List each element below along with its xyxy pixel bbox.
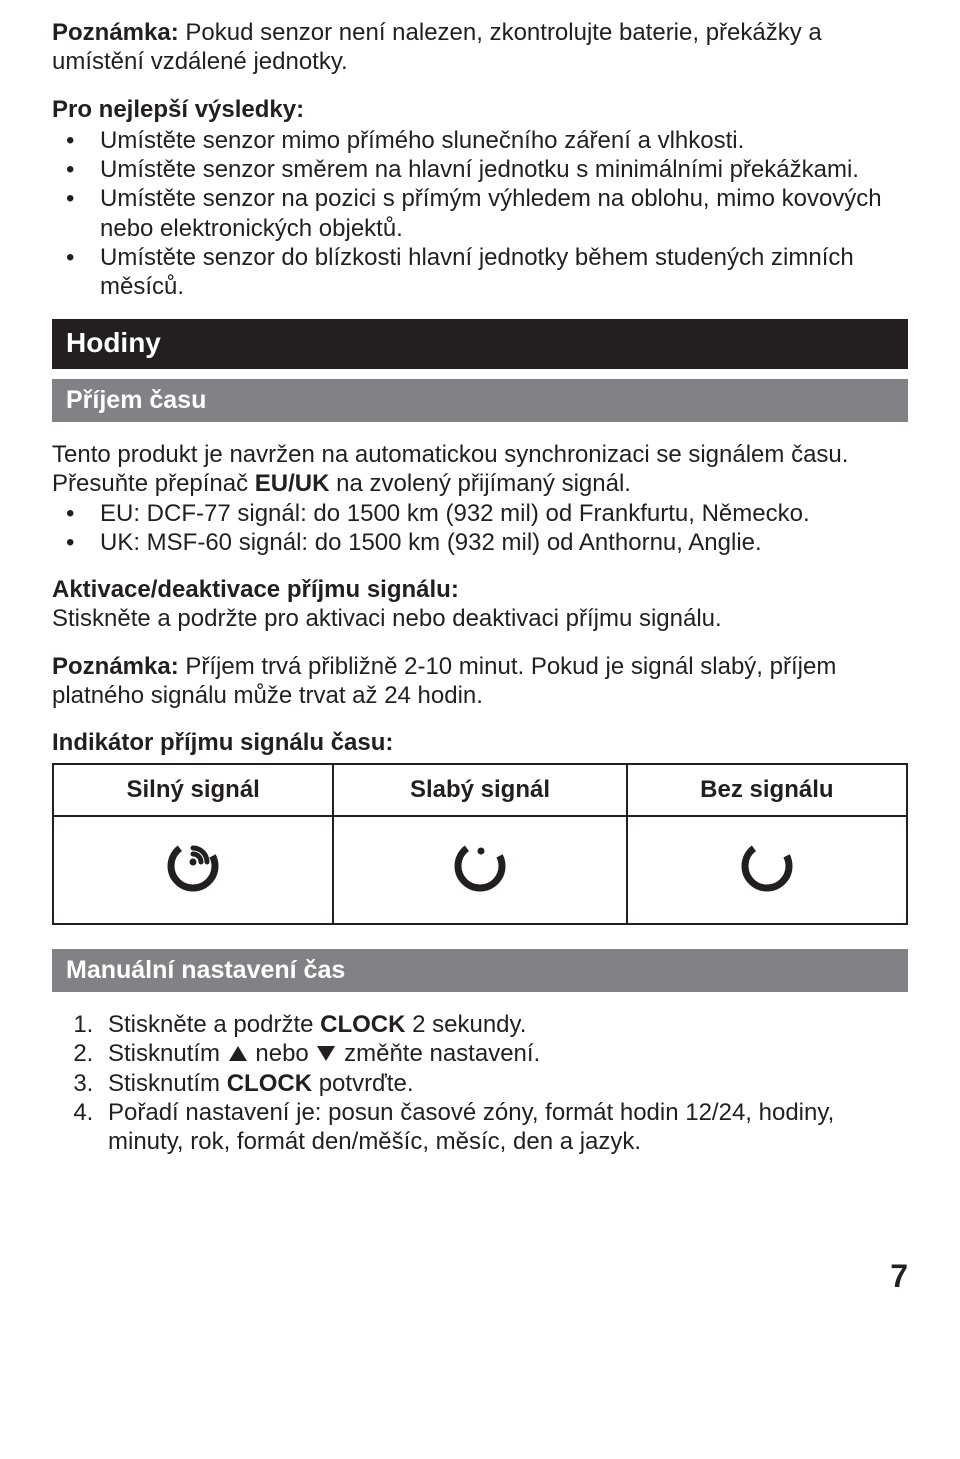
activate-block: Aktivace/deaktivace příjmu signálu: Stis… <box>52 575 908 634</box>
sync-para-2: Přesuňte přepínač EU/UK na zvolený přijí… <box>52 469 908 498</box>
subsection-prijem-casu: Příjem času <box>52 379 908 423</box>
table-cell-strong <box>53 816 333 924</box>
list-item: Umístěte senzor na pozici s přímým výhle… <box>52 184 908 243</box>
signal-indicator-table: Silný signál Slabý signál Bez signálu <box>52 763 908 924</box>
indicator-heading: Indikátor příjmu signálu času: <box>52 728 908 757</box>
activate-text: Stiskněte a podržte pro aktivaci nebo de… <box>52 604 908 633</box>
table-header-strong: Silný signál <box>53 764 333 815</box>
manual-steps: Stiskněte a podržte CLOCK 2 sekundy. Sti… <box>52 1010 908 1156</box>
step-item: Stisknutím nebo změňte nastavení. <box>100 1039 908 1068</box>
triangle-down-icon <box>317 1046 335 1061</box>
list-item: EU: DCF-77 signál: do 1500 km (932 mil) … <box>52 499 908 528</box>
table-cell-weak <box>333 816 626 924</box>
list-item: Umístěte senzor směrem na hlavní jednotk… <box>52 155 908 184</box>
signal-strong-icon <box>165 838 221 901</box>
list-item: Umístěte senzor mimo přímého slunečního … <box>52 126 908 155</box>
subsection-manual-time: Manuální nastavení čas <box>52 949 908 993</box>
note-bold: Poznámka: <box>52 19 179 46</box>
list-item: UK: MSF-60 signál: do 1500 km (932 mil) … <box>52 528 908 557</box>
sync-block: Tento produkt je navržen na automatickou… <box>52 440 908 557</box>
table-cell-none <box>627 816 907 924</box>
step-item: Stiskněte a podržte CLOCK 2 sekundy. <box>100 1010 908 1039</box>
signal-list: EU: DCF-77 signál: do 1500 km (932 mil) … <box>52 499 908 558</box>
list-item: Umístěte senzor do blízkosti hlavní jedn… <box>52 243 908 302</box>
activate-heading: Aktivace/deaktivace příjmu signálu: <box>52 575 908 604</box>
section-hodiny: Hodiny <box>52 319 908 368</box>
page-number: 7 <box>52 1257 908 1296</box>
note2-paragraph: Poznámka: Příjem trvá přibližně 2-10 min… <box>52 652 908 711</box>
table-header-none: Bez signálu <box>627 764 907 815</box>
step-item: Pořadí nastavení je: posun časové zóny, … <box>100 1098 908 1157</box>
note-paragraph: Poznámka: Pokud senzor není nalezen, zko… <box>52 18 908 77</box>
signal-weak-icon <box>452 838 508 901</box>
table-header-weak: Slabý signál <box>333 764 626 815</box>
best-results-list: Umístěte senzor mimo přímého slunečního … <box>52 126 908 302</box>
triangle-up-icon <box>229 1046 247 1061</box>
signal-none-icon <box>739 838 795 901</box>
sync-para-1: Tento produkt je navržen na automatickou… <box>52 440 908 469</box>
best-results-heading: Pro nejlepší výsledky: <box>52 95 908 124</box>
step-item: Stisknutím CLOCK potvrďte. <box>100 1069 908 1098</box>
